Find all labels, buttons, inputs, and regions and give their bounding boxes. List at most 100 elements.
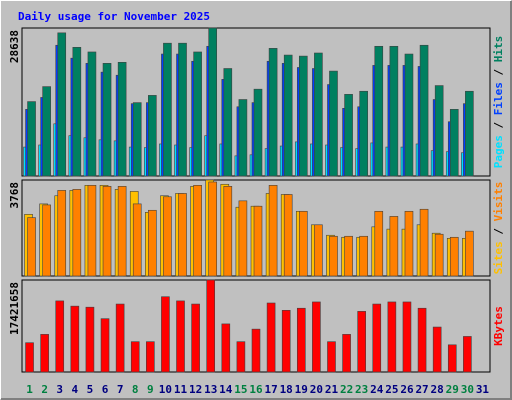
bar bbox=[253, 205, 263, 277]
legend: Pages / Files / Hits bbox=[492, 36, 505, 169]
bar bbox=[148, 95, 157, 177]
bar bbox=[447, 344, 457, 373]
bar bbox=[402, 301, 412, 373]
legend: KBytes bbox=[492, 306, 505, 346]
x-tick-label: 16 bbox=[249, 383, 263, 396]
x-tick-label: 30 bbox=[461, 383, 474, 396]
bar bbox=[102, 186, 112, 277]
bar bbox=[253, 88, 263, 177]
x-tick-label: 28 bbox=[431, 383, 444, 396]
bar bbox=[314, 224, 323, 277]
x-tick-label: 24 bbox=[370, 383, 384, 396]
x-tick-label: 12 bbox=[189, 383, 202, 396]
bar bbox=[57, 190, 67, 277]
x-tick-label: 8 bbox=[132, 383, 139, 396]
x-tick-label: 5 bbox=[87, 383, 94, 396]
bar bbox=[42, 86, 51, 177]
bar bbox=[191, 303, 200, 373]
x-tick-label: 26 bbox=[400, 383, 414, 396]
bar bbox=[359, 90, 368, 177]
legend-separator: / bbox=[492, 221, 505, 241]
bar bbox=[208, 181, 218, 277]
bar bbox=[329, 70, 338, 177]
bar bbox=[387, 301, 397, 373]
x-tick-label: 18 bbox=[280, 383, 293, 396]
x-tick-label: 21 bbox=[325, 383, 339, 396]
bar bbox=[389, 216, 399, 277]
bar bbox=[314, 52, 323, 177]
bar bbox=[296, 307, 306, 373]
chart-title: Daily usage for November 2025 bbox=[18, 10, 210, 23]
bar bbox=[251, 328, 261, 373]
x-tick-label: 29 bbox=[446, 383, 459, 396]
x-tick-label: 7 bbox=[117, 383, 124, 396]
bar bbox=[176, 300, 185, 373]
bar bbox=[25, 342, 34, 373]
bar bbox=[87, 184, 97, 277]
legend-entry: Pages bbox=[492, 135, 505, 168]
y-tick-label: 28638 bbox=[8, 30, 21, 63]
bar bbox=[434, 233, 444, 277]
legend-entry: KBytes bbox=[492, 306, 505, 346]
x-tick-label: 23 bbox=[355, 383, 368, 396]
bar bbox=[417, 307, 427, 373]
bar bbox=[193, 184, 202, 277]
bar bbox=[374, 210, 384, 277]
bar bbox=[27, 217, 36, 277]
bar bbox=[40, 334, 49, 373]
bar bbox=[327, 341, 336, 373]
bar bbox=[283, 54, 293, 177]
bar bbox=[238, 99, 248, 177]
x-tick-label: 13 bbox=[204, 383, 217, 396]
x-tick-label: 31 bbox=[476, 383, 490, 396]
bar bbox=[223, 68, 233, 177]
bar bbox=[100, 318, 110, 373]
bar bbox=[238, 200, 248, 277]
x-tick-label: 3 bbox=[56, 383, 63, 396]
bar bbox=[329, 235, 338, 277]
bar bbox=[298, 55, 308, 177]
bar bbox=[465, 230, 474, 277]
bar bbox=[283, 194, 293, 277]
x-tick-label: 22 bbox=[340, 383, 353, 396]
bar bbox=[374, 45, 384, 177]
x-tick-label: 25 bbox=[385, 383, 398, 396]
legend-entry: Files bbox=[492, 82, 505, 115]
bar bbox=[115, 303, 125, 373]
legend-separator: / bbox=[492, 115, 505, 135]
bar bbox=[178, 42, 187, 177]
bar bbox=[389, 45, 399, 177]
x-tick-label: 6 bbox=[102, 383, 109, 396]
x-tick-label: 11 bbox=[174, 383, 188, 396]
bar bbox=[221, 323, 231, 373]
bar bbox=[268, 48, 278, 177]
bar bbox=[72, 47, 82, 177]
legend-entry: Visits bbox=[492, 182, 505, 222]
bar bbox=[449, 109, 459, 177]
bar bbox=[85, 306, 95, 373]
bar bbox=[132, 203, 142, 277]
y-tick-label: 3768 bbox=[8, 182, 21, 209]
bar bbox=[432, 326, 442, 373]
bar bbox=[449, 236, 459, 277]
bar bbox=[163, 196, 172, 277]
x-tick-label: 4 bbox=[72, 383, 79, 396]
x-tick-label: 10 bbox=[159, 383, 172, 396]
bar bbox=[419, 208, 429, 277]
bar bbox=[223, 186, 233, 277]
bar bbox=[102, 63, 112, 177]
bar bbox=[463, 336, 472, 373]
bar bbox=[434, 85, 444, 177]
x-tick-label: 9 bbox=[147, 383, 154, 396]
x-tick-label: 19 bbox=[295, 383, 308, 396]
bar bbox=[404, 210, 414, 277]
bar bbox=[57, 32, 67, 177]
bar bbox=[163, 42, 172, 177]
bar bbox=[55, 300, 65, 373]
bar bbox=[70, 305, 80, 373]
bar bbox=[266, 302, 276, 373]
bar bbox=[130, 341, 140, 373]
x-tick-label: 2 bbox=[41, 383, 48, 396]
y-tick-label: 17421658 bbox=[8, 282, 21, 335]
